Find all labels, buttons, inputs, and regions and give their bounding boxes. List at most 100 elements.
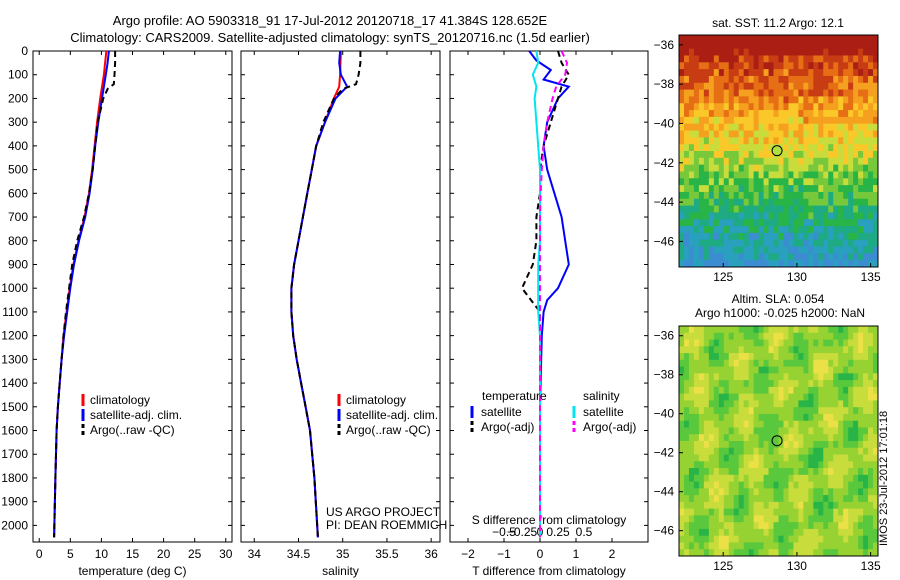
sst_map-ytick-label: −36 (654, 38, 675, 52)
depth-tick-label: 1600 (1, 424, 28, 438)
sst_map-xtick-label: 125 (713, 270, 733, 284)
sst_map-ytick-label: −44 (654, 195, 675, 209)
salinity-xtick-label: 36 (424, 547, 438, 561)
difference-xlabel: T difference from climatology (472, 564, 626, 578)
salinity-diff-axis-label: S difference from climatology (472, 513, 627, 527)
depth-tick-label: 1900 (1, 495, 28, 509)
difference-legend-label: Argo(-adj) (583, 420, 636, 434)
difference-xtick-label: 1 (573, 547, 580, 561)
difference-legend-label: Argo(-adj) (481, 420, 534, 434)
salinity-diff-tick-label: 0.25 (546, 525, 570, 539)
depth-tick-label: 1400 (1, 376, 28, 390)
sla_map-ytick-label: −38 (654, 368, 675, 382)
temperature-xtick-label: 10 (95, 547, 109, 561)
depth-tick-label: 0 (21, 44, 28, 58)
depth-tick-label: 700 (8, 210, 28, 224)
salinity-xtick-label: 35 (336, 547, 350, 561)
difference-xtick-label: −2 (461, 547, 475, 561)
salinity-legend-label: satellite-adj. clim. (346, 408, 438, 422)
depth-tick-label: 2000 (1, 518, 28, 532)
difference-legend-header: temperature (482, 389, 547, 403)
sla_map-ytick-label: −40 (654, 407, 675, 421)
difference-legend-label: satellite (481, 405, 522, 419)
salinity-diff-tick-label: −0.5 (492, 525, 516, 539)
difference-series-0 (528, 50, 571, 538)
difference-xtick-label: 2 (609, 547, 616, 561)
salinity-xtick-label: 35.5 (375, 547, 399, 561)
sst_map-pixels (679, 35, 879, 268)
temperature-xtick-label: 5 (67, 547, 74, 561)
depth-tick-label: 1800 (1, 471, 28, 485)
sst_map-ytick-label: −42 (654, 156, 675, 170)
salinity-series-1 (290, 50, 349, 538)
depth-tick-label: 800 (8, 234, 28, 248)
temperature-xtick-label: 25 (188, 547, 202, 561)
temperature-axes-frame (32, 50, 233, 543)
temperature-xtick-label: 15 (126, 547, 140, 561)
difference-series-1 (520, 50, 570, 538)
sla-map-title: Altim. SLA: 0.054 (732, 292, 825, 306)
sla_map-ytick-label: −46 (654, 524, 675, 538)
sla_map-frame (678, 325, 879, 557)
depth-tick-label: 1500 (1, 400, 28, 414)
salinity-axes-frame (240, 50, 441, 543)
depth-tick-label: 400 (8, 139, 28, 153)
temperature-xtick-label: 30 (219, 547, 233, 561)
temperature-series-2 (53, 51, 117, 538)
sst_map-xtick-label: 135 (861, 270, 881, 284)
depth-tick-label: 1700 (1, 447, 28, 461)
project-annotation: US ARGO PROJECT (326, 505, 441, 519)
temperature-xlabel: temperature (deg C) (78, 564, 186, 578)
salinity-legend-label: climatology (346, 393, 406, 407)
depth-tick-label: 1100 (2, 305, 28, 319)
temperature-legend-label: climatology (90, 393, 150, 407)
sla-map-subtitle: Argo h1000: -0.025 h2000: NaN (695, 306, 865, 320)
difference-xtick-label: 0 (537, 547, 544, 561)
sla_map-ytick-label: −42 (654, 446, 675, 460)
sst_map-argo-marker (771, 145, 783, 157)
depth-tick-label: 900 (8, 257, 28, 271)
difference-series-3 (539, 50, 569, 538)
salinity-series-0 (290, 50, 342, 538)
sst_map-ytick-label: −46 (654, 234, 675, 248)
sst_map-ytick-label: −38 (654, 77, 675, 91)
chart-title-line1: Argo profile: AO 5903318_91 17-Jul-2012 … (112, 13, 548, 28)
salinity-xtick-label: 34.5 (287, 547, 311, 561)
depth-tick-label: 100 (8, 68, 28, 82)
temperature-legend-label: satellite-adj. clim. (90, 408, 182, 422)
depth-tick-label: 500 (8, 163, 28, 177)
sla_map-ytick-label: −36 (654, 329, 675, 343)
difference-xtick-label: −1 (497, 547, 511, 561)
difference-legend-header: salinity (583, 389, 620, 403)
sst-map-title: sat. SST: 11.2 Argo: 12.1 (712, 16, 844, 30)
difference-series-2 (531, 50, 541, 538)
depth-tick-label: 1000 (1, 281, 28, 295)
sst_map-xtick-label: 130 (787, 270, 807, 284)
sst_map-frame (678, 34, 879, 268)
imos-timestamp: IMOS 23-Jul-2012 17:01:18 (878, 410, 890, 546)
temperature-legend-label: Argo(..raw -QC) (90, 423, 175, 437)
depth-tick-label: 1200 (1, 329, 28, 343)
salinity-diff-tick-label: 0.5 (576, 525, 593, 539)
salinity-series-2 (290, 51, 362, 538)
difference-axes-frame (449, 50, 649, 543)
difference-legend-label: satellite (583, 405, 624, 419)
sla_map-argo-marker (771, 435, 783, 447)
depth-tick-label: 600 (8, 186, 28, 200)
sla_map-pixels (679, 326, 879, 557)
project-annotation: PI: DEAN ROEMMICH (326, 518, 447, 532)
temperature-xtick-label: 0 (36, 547, 43, 561)
sla_map-xtick-label: 135 (861, 559, 881, 573)
depth-tick-label: 200 (8, 91, 28, 105)
depth-tick-label: 300 (8, 115, 28, 129)
sst_map-ytick-label: −40 (654, 116, 675, 130)
sla_map-ytick-label: −44 (654, 485, 675, 499)
salinity-xlabel: salinity (322, 564, 359, 578)
sla_map-xtick-label: 125 (713, 559, 733, 573)
chart-title-line2: Climatology: CARS2009. Satellite-adjuste… (70, 30, 590, 45)
salinity-xtick-label: 34 (248, 547, 262, 561)
temperature-series-1 (53, 50, 110, 538)
salinity-diff-tick-label: −0.25 (507, 525, 538, 539)
temperature-xtick-label: 20 (157, 547, 171, 561)
